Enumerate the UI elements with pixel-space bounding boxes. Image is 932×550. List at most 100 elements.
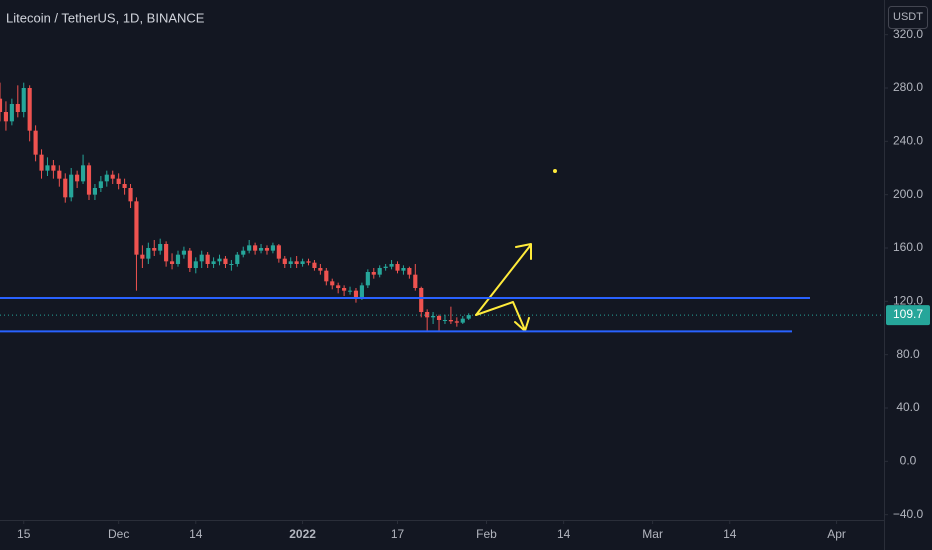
candle-body <box>318 268 323 271</box>
candle-body <box>63 178 68 198</box>
candle-body <box>3 112 9 122</box>
candle-body <box>205 254 210 264</box>
candle-body <box>407 268 412 275</box>
candle-body <box>377 268 382 275</box>
candle-body <box>33 130 38 155</box>
candle-body <box>270 245 275 251</box>
x-tick-label: 2022 <box>289 527 316 541</box>
y-tick-label: 0.0 <box>900 454 917 468</box>
candle-body <box>169 261 175 264</box>
candle-body <box>122 184 127 188</box>
candle-body <box>9 104 14 122</box>
candle-body <box>51 165 56 171</box>
candle-body <box>347 290 353 292</box>
candle-body <box>365 272 370 286</box>
candle-body <box>86 165 92 195</box>
candle-body <box>336 285 341 288</box>
candle-body <box>199 254 204 262</box>
y-tick-label: 40.0 <box>896 400 920 414</box>
candle-body <box>353 290 359 299</box>
candle-body <box>80 165 86 182</box>
x-tick-label: Mar <box>642 527 663 541</box>
candle-body <box>158 244 163 251</box>
candle-body <box>425 312 430 318</box>
candle-body <box>442 320 448 321</box>
candle-body <box>140 254 145 259</box>
candle-body <box>300 261 305 264</box>
candle-body <box>330 281 335 286</box>
candle-body <box>45 165 50 171</box>
candle-body <box>395 264 400 271</box>
candle-body <box>39 154 44 171</box>
y-tick-label: −40.0 <box>893 507 924 521</box>
candle-body <box>175 254 181 264</box>
candle-body <box>413 274 418 288</box>
plot-area <box>0 82 884 332</box>
candle-body <box>383 266 388 268</box>
candle-body <box>211 261 216 264</box>
y-tick-label: 80.0 <box>896 347 920 361</box>
candle-body <box>419 288 424 312</box>
candle-body <box>282 258 287 264</box>
candle-body <box>181 250 186 255</box>
candle-body <box>57 170 62 179</box>
candle-body <box>193 261 198 268</box>
candle-body <box>98 181 103 188</box>
candle-body <box>454 321 459 323</box>
candle-body <box>306 261 311 263</box>
candle-body <box>359 285 364 299</box>
chart-title: Litecoin / TetherUS, 1D, BINANCE <box>6 10 205 25</box>
candle-body <box>253 245 258 251</box>
candle-body <box>164 244 169 262</box>
x-tick-label: 14 <box>189 527 203 541</box>
candle-body <box>460 318 465 323</box>
candle-body <box>247 245 252 251</box>
candle-body <box>431 316 436 318</box>
last-price-label: 109.7 <box>893 307 923 321</box>
candle-body <box>152 248 157 251</box>
candle-body <box>342 288 347 291</box>
y-unit: USDT <box>893 11 923 23</box>
x-tick-label: Feb <box>476 527 497 541</box>
y-tick-label: 280.0 <box>893 80 923 94</box>
candle-body <box>276 245 281 259</box>
y-tick-label: 160.0 <box>893 240 923 254</box>
candle-body <box>21 88 26 112</box>
candle-body <box>75 174 80 182</box>
candle-body <box>187 250 192 268</box>
candle-body <box>217 258 222 262</box>
candle-body <box>0 98 3 112</box>
candle-body <box>258 248 264 251</box>
dot <box>553 169 557 173</box>
candle-body <box>104 174 109 182</box>
candle-body <box>401 268 406 271</box>
x-tick-label: 15 <box>17 527 31 541</box>
y-tick-label: 320.0 <box>893 27 923 41</box>
candle-body <box>294 261 299 264</box>
x-tick-label: Dec <box>108 527 129 541</box>
y-tick-label: 120.0 <box>893 294 923 308</box>
candle-body <box>69 174 74 198</box>
x-tick-label: 14 <box>557 527 571 541</box>
candle-body <box>134 201 139 255</box>
arrow-up <box>475 243 532 316</box>
x-tick-label: 14 <box>723 527 737 541</box>
candle-body <box>229 264 234 265</box>
candle-body <box>110 174 115 179</box>
y-tick-label: 200.0 <box>893 187 923 201</box>
candle-body <box>312 262 317 268</box>
candle-body <box>264 248 270 251</box>
candle-body <box>371 272 376 275</box>
candle-body <box>466 315 471 319</box>
candle-body <box>235 254 240 264</box>
candle-body <box>27 88 32 131</box>
candle-body <box>146 248 151 259</box>
candle-body <box>324 270 329 282</box>
candle-body <box>448 320 453 322</box>
candle-body <box>15 104 20 112</box>
candle-body <box>116 178 121 184</box>
candle-body <box>288 261 293 264</box>
candle-body <box>223 258 228 264</box>
